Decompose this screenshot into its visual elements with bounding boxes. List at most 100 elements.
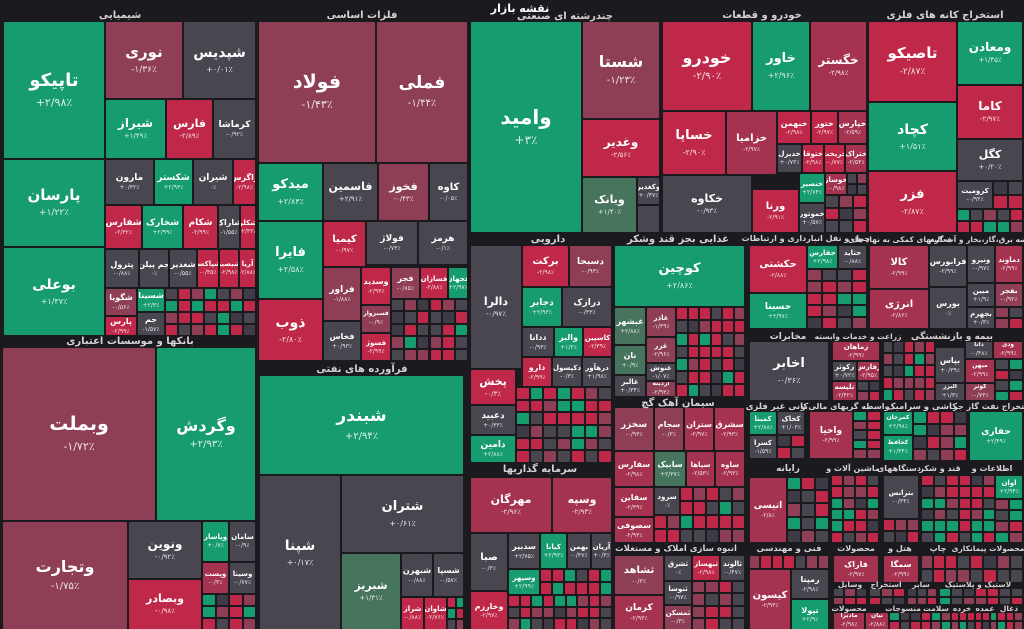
treemap-tile-small[interactable] bbox=[558, 438, 570, 450]
treemap-tile-small[interactable] bbox=[882, 597, 892, 604]
treemap-tile[interactable]: سپاها -۲/۵۳٪ bbox=[687, 452, 714, 486]
treemap-tile-small[interactable] bbox=[894, 354, 903, 364]
treemap-tile-small[interactable] bbox=[934, 570, 944, 582]
treemap-tile-small[interactable] bbox=[707, 516, 718, 528]
treemap-tile-small[interactable] bbox=[761, 556, 771, 568]
treemap-tile[interactable]: آریان +۰/۳٪ bbox=[592, 534, 611, 568]
treemap-tile-small[interactable] bbox=[711, 385, 721, 396]
treemap-tile-small[interactable] bbox=[700, 385, 710, 396]
treemap-tile-small[interactable] bbox=[517, 388, 529, 399]
treemap-tile[interactable]: شسینا +۲/۳٪ bbox=[138, 289, 164, 311]
treemap-tile-small[interactable] bbox=[934, 487, 946, 497]
treemap-tile-small[interactable] bbox=[927, 412, 939, 423]
treemap-tile[interactable]: نیان -۲/۸۸٪ bbox=[866, 613, 888, 629]
treemap-tile-small[interactable] bbox=[832, 487, 842, 497]
treemap-tile-small[interactable] bbox=[707, 530, 718, 542]
treemap-tile[interactable]: کالا -۲/۹۹٪ bbox=[870, 246, 928, 288]
treemap-tile-small[interactable] bbox=[179, 313, 190, 323]
treemap-tile-small[interactable] bbox=[720, 502, 731, 514]
treemap-tile[interactable]: شفارس -۲/۳۲٪ bbox=[106, 206, 141, 248]
treemap-tile-small[interactable] bbox=[996, 381, 1008, 390]
treemap-tile[interactable]: فایرا +۲/۵۸٪ bbox=[259, 222, 322, 298]
treemap-tile-small[interactable] bbox=[734, 359, 744, 371]
treemap-tile-small[interactable] bbox=[1010, 210, 1022, 220]
treemap-tile[interactable]: شخارک +۲/۹۹٪ bbox=[143, 206, 182, 248]
treemap-tile-small[interactable] bbox=[244, 325, 255, 335]
treemap-tile-small[interactable] bbox=[816, 530, 828, 542]
treemap-tile-small[interactable] bbox=[984, 498, 994, 508]
treemap-tile-small[interactable] bbox=[719, 582, 731, 593]
treemap-tile-small[interactable] bbox=[972, 521, 982, 531]
treemap-tile-small[interactable] bbox=[808, 318, 821, 328]
treemap-tile-small[interactable] bbox=[802, 491, 814, 503]
treemap-tile-small[interactable] bbox=[166, 301, 177, 311]
treemap-tile[interactable]: ثشاهد -۰/۳٪ bbox=[615, 556, 663, 594]
treemap-tile-small[interactable] bbox=[571, 413, 584, 424]
treemap-tile-small[interactable] bbox=[976, 597, 986, 604]
treemap-tile-small[interactable] bbox=[823, 294, 836, 304]
treemap-tile-small[interactable] bbox=[960, 498, 970, 508]
treemap-tile[interactable]: بهمن -۰/۴۷٪ bbox=[568, 534, 590, 568]
treemap-tile[interactable]: ستران -۲/۹۷٪ bbox=[685, 408, 713, 450]
treemap-tile-small[interactable] bbox=[952, 589, 962, 596]
treemap-tile[interactable]: وسدید -۲/۹۳٪ bbox=[362, 268, 390, 304]
treemap-tile[interactable]: کاوه -۰/۰۵٪ bbox=[430, 164, 467, 220]
treemap-tile[interactable]: کیمیا -۰/۹۷٪ bbox=[324, 222, 365, 266]
treemap-tile-small[interactable] bbox=[677, 359, 687, 371]
treemap-tile-small[interactable] bbox=[984, 222, 996, 232]
treemap-tile-small[interactable] bbox=[994, 182, 1007, 194]
treemap-tile-small[interactable] bbox=[192, 313, 203, 323]
treemap-tile[interactable]: خدیزل +۰/۷۳٪ bbox=[778, 145, 801, 172]
treemap-tile[interactable]: ثمسکن -۰/۳٪ bbox=[665, 606, 691, 629]
treemap-tile[interactable]: کمرجان +۲/۹۸٪ bbox=[884, 412, 912, 434]
treemap-tile[interactable]: تاصیکو -۲/۸۷٪ bbox=[869, 22, 956, 101]
treemap-tile-small[interactable] bbox=[205, 313, 216, 323]
treemap-tile-small[interactable] bbox=[517, 426, 529, 437]
treemap-tile-small[interactable] bbox=[914, 412, 926, 423]
treemap-tile-small[interactable] bbox=[694, 488, 705, 500]
treemap-tile[interactable]: فسازان -۲/۸۸٪ bbox=[421, 268, 447, 298]
treemap-tile-small[interactable] bbox=[404, 324, 416, 336]
treemap-tile-small[interactable] bbox=[941, 424, 953, 435]
treemap-tile-small[interactable] bbox=[719, 606, 731, 617]
treemap-tile-small[interactable] bbox=[1010, 360, 1022, 369]
treemap-tile-small[interactable] bbox=[934, 476, 946, 486]
treemap-tile-small[interactable] bbox=[599, 388, 611, 399]
treemap-tile-small[interactable] bbox=[823, 318, 836, 328]
treemap-tile-small[interactable] bbox=[734, 333, 744, 345]
treemap-tile[interactable]: درازک -۰/۳۳٪ bbox=[563, 288, 611, 326]
treemap-tile-small[interactable] bbox=[693, 582, 705, 593]
treemap-tile-small[interactable] bbox=[964, 597, 974, 604]
treemap-tile-small[interactable] bbox=[795, 556, 806, 568]
treemap-tile-small[interactable] bbox=[192, 301, 203, 311]
treemap-tile-small[interactable] bbox=[890, 622, 899, 629]
treemap-tile-small[interactable] bbox=[996, 360, 1008, 369]
treemap-tile-small[interactable] bbox=[772, 556, 783, 568]
treemap-tile-small[interactable] bbox=[884, 532, 894, 542]
treemap-tile-small[interactable] bbox=[544, 438, 557, 450]
treemap-tile-small[interactable] bbox=[566, 619, 577, 629]
treemap-tile[interactable]: کاسپین -۲/۳۹٪ bbox=[584, 328, 611, 356]
treemap-tile-small[interactable] bbox=[599, 438, 611, 450]
treemap-tile-small[interactable] bbox=[869, 382, 879, 390]
treemap-tile-small[interactable] bbox=[908, 520, 918, 530]
treemap-tile-small[interactable] bbox=[915, 366, 924, 376]
treemap-tile-small[interactable] bbox=[856, 510, 866, 520]
treemap-tile-small[interactable] bbox=[904, 378, 914, 388]
treemap-tile[interactable]: ختراک -۲/۵۴٪ bbox=[846, 145, 866, 172]
treemap-tile-small[interactable] bbox=[599, 400, 611, 412]
treemap-tile[interactable]: مارون +۰/۳۲٪ bbox=[106, 160, 153, 204]
treemap-tile-small[interactable] bbox=[832, 532, 842, 542]
treemap-tile-small[interactable] bbox=[816, 504, 828, 516]
treemap-tile-small[interactable] bbox=[826, 208, 838, 220]
treemap-tile-small[interactable] bbox=[688, 385, 698, 396]
treemap-tile-small[interactable] bbox=[958, 210, 970, 220]
treemap-tile-small[interactable] bbox=[884, 366, 893, 376]
treemap-tile[interactable]: بترانس -۰/۳۴٪ bbox=[884, 476, 918, 518]
treemap-tile-small[interactable] bbox=[577, 583, 587, 594]
treemap-tile[interactable]: سمگا -۲/۹۹٪ bbox=[884, 556, 918, 582]
treemap-tile-small[interactable] bbox=[558, 451, 570, 462]
treemap-tile-small[interactable] bbox=[964, 589, 974, 596]
treemap-tile-small[interactable] bbox=[984, 510, 994, 520]
treemap-tile-small[interactable] bbox=[925, 354, 934, 364]
